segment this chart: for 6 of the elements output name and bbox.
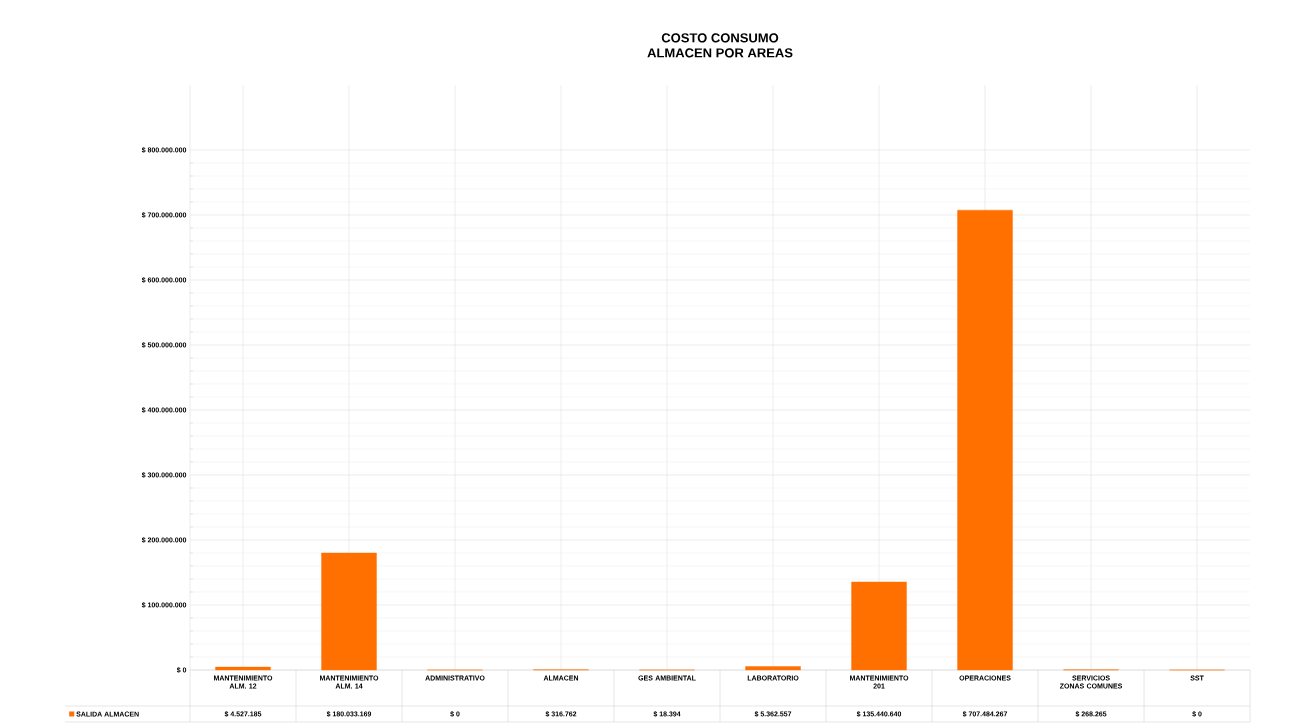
bar [957,209,1013,671]
bar [851,581,907,671]
bar [321,552,377,671]
chart-title: COSTO CONSUMO ALMACEN POR AREAS [647,33,793,58]
bar [215,666,271,671]
bar [745,666,801,671]
